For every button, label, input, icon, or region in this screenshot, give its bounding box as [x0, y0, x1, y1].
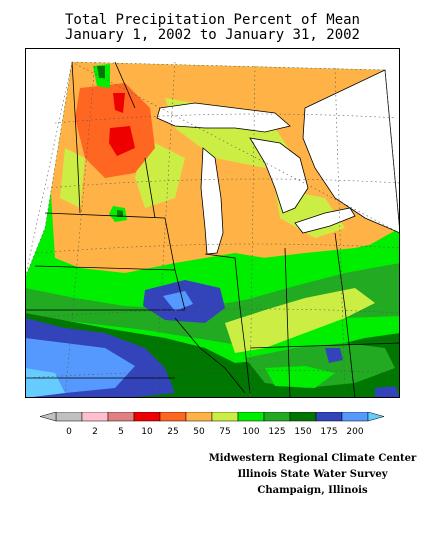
legend-swatch — [237, 412, 265, 422]
legend-label: 50 — [193, 427, 205, 437]
precipitation-map — [25, 48, 400, 398]
legend-underflow-arrow — [39, 412, 57, 422]
legend-swatch — [211, 412, 239, 422]
legend-swatch — [55, 412, 83, 422]
legend-swatch — [81, 412, 109, 422]
state-boundaries — [25, 61, 400, 398]
legend-swatch — [133, 412, 161, 422]
lat-lon-grid — [25, 61, 400, 398]
legend-swatch — [341, 412, 369, 422]
legend-swatch — [263, 412, 291, 422]
legend-overflow-arrow — [367, 412, 385, 422]
legend-label: 5 — [118, 427, 124, 437]
legend-swatch — [159, 412, 187, 422]
lake-erie — [294, 207, 356, 234]
color-legend: 0 2 5 10 25 50 75 100 125 150 175 200 — [39, 412, 385, 437]
legend-label: 0 — [66, 427, 72, 437]
lake-huron — [249, 137, 309, 214]
legend-label: 10 — [141, 427, 153, 437]
credit-line1: Midwestern Regional Climate Center — [208, 453, 417, 464]
legend-label: 2 — [92, 427, 98, 437]
legend-label: 125 — [268, 427, 285, 437]
legend-label: 150 — [294, 427, 311, 437]
credit-line2: Illinois State Water Survey — [237, 469, 388, 480]
legend-label: 100 — [242, 427, 259, 437]
legend-swatch — [289, 412, 317, 422]
legend-label: 175 — [320, 427, 337, 437]
legend-swatch — [315, 412, 343, 422]
legend-label: 200 — [346, 427, 363, 437]
canada-white-area — [302, 69, 400, 234]
map-title-line2: January 1, 2002 to January 31, 2002 — [64, 27, 360, 43]
legend-swatch — [185, 412, 213, 422]
credit-line3: Champaign, Illinois — [257, 485, 368, 496]
map-title-line1: Total Precipitation Percent of Mean — [64, 12, 360, 28]
legend-swatch — [107, 412, 135, 422]
legend-label: 75 — [219, 427, 230, 437]
lake-superior — [156, 102, 291, 133]
legend-label: 25 — [167, 427, 178, 437]
lake-michigan — [200, 147, 224, 255]
